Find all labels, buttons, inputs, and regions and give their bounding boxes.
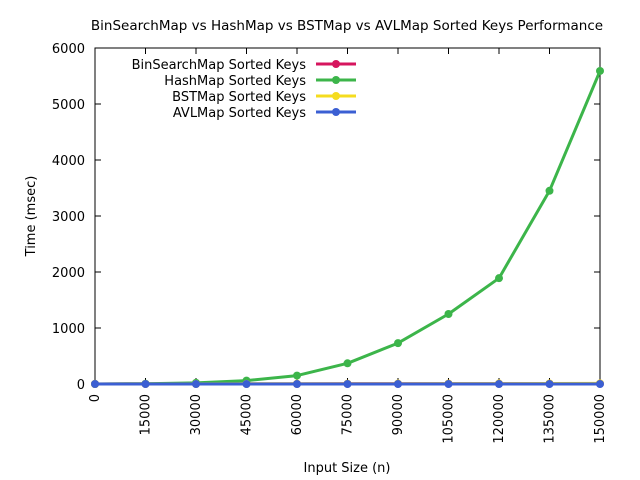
x-tick-label: 75000: [341, 394, 356, 435]
series-layer: [91, 66, 604, 388]
legend-label: AVLMap Sorted Keys: [173, 106, 306, 121]
legend-swatch-point: [332, 76, 340, 84]
legend-label: HashMap Sorted Keys: [164, 74, 306, 89]
y-tick-label: 5000: [52, 98, 85, 113]
series-line: [94, 70, 602, 386]
data-point: [596, 66, 604, 75]
data-point: [91, 380, 99, 388]
series-1: [91, 66, 604, 388]
data-point: [293, 371, 301, 380]
y-tick-label: 0: [77, 378, 85, 393]
data-point: [242, 380, 251, 388]
plot-border: [94, 47, 601, 385]
y-tick-label: 6000: [52, 42, 85, 57]
x-tick-label: 60000: [290, 394, 305, 435]
data-point: [343, 359, 352, 368]
x-tick-label: 105000: [442, 394, 457, 444]
legend-swatch-point: [332, 108, 340, 116]
legend-label: BSTMap Sorted Keys: [172, 90, 306, 105]
y-tick-label: 4000: [52, 154, 85, 169]
data-point: [293, 380, 301, 388]
x-tick-label: 150000: [593, 394, 608, 444]
x-tick-label: 0: [88, 394, 103, 402]
data-point: [192, 380, 200, 388]
x-tick-label: 30000: [189, 394, 204, 435]
plot-frame: [94, 47, 601, 385]
data-point: [444, 310, 453, 318]
data-point: [495, 274, 503, 283]
legend-swatch-point: [332, 92, 340, 100]
data-point: [545, 380, 554, 388]
y-tick-label: 3000: [52, 210, 85, 225]
chart-title: BinSearchMap vs HashMap vs BSTMap vs AVL…: [91, 18, 603, 34]
data-point: [444, 380, 453, 388]
data-point: [343, 380, 352, 388]
data-point: [394, 339, 402, 348]
x-tick-label: 15000: [139, 394, 154, 435]
x-tick-label: 90000: [391, 394, 406, 435]
data-point: [394, 380, 402, 388]
y-axis-ticks: 0 1000 2000 3000 4000 5000 6000: [52, 42, 600, 393]
legend-item: BSTMap Sorted Keys: [172, 90, 356, 105]
y-axis-label: Time (msec): [24, 176, 39, 258]
legend-item: HashMap Sorted Keys: [164, 74, 356, 89]
x-axis-ticks: 0 15000 30000 45000 60000 75000 90000 105000 120…: [88, 48, 608, 444]
series-3: [91, 380, 604, 388]
legend-swatch-point: [332, 60, 340, 68]
legend-item: AVLMap Sorted Keys: [173, 106, 356, 121]
y-tick-label: 2000: [52, 266, 85, 281]
legend-item: BinSearchMap Sorted Keys: [132, 58, 356, 73]
y-tick-label: 1000: [52, 322, 85, 337]
x-tick-label: 45000: [240, 394, 255, 435]
x-tick-label: 135000: [543, 394, 558, 444]
x-axis-label: Input Size (n): [304, 461, 391, 476]
data-point: [596, 380, 604, 388]
x-tick-label: 120000: [492, 394, 507, 444]
data-point: [141, 380, 150, 388]
legend-label: BinSearchMap Sorted Keys: [132, 58, 307, 73]
data-point: [545, 186, 554, 195]
data-point: [495, 380, 503, 388]
